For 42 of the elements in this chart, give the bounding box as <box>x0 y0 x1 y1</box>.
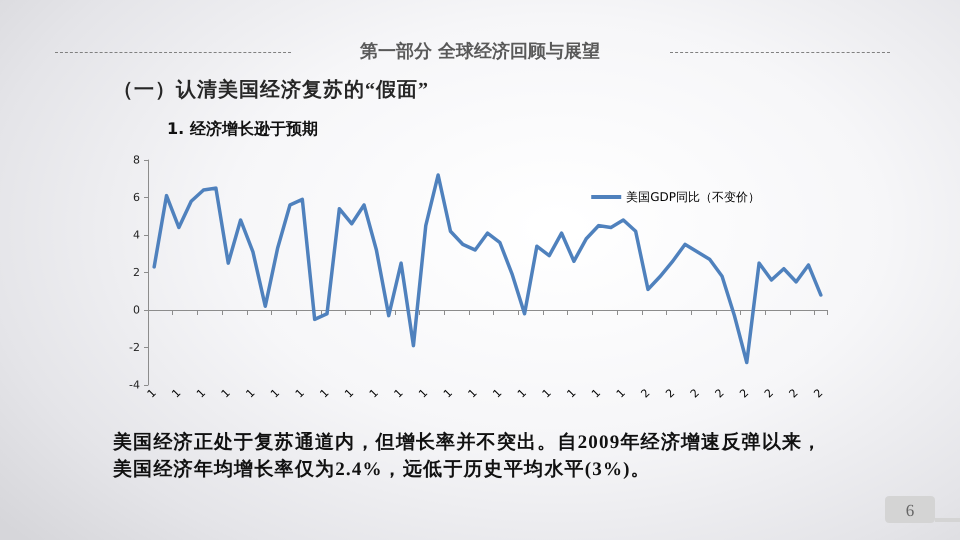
x-tick-label: 2 <box>811 386 826 401</box>
x-tick-label: 1 <box>564 386 579 401</box>
x-tick-label: 1 <box>243 386 258 401</box>
x-tick-label: 1 <box>218 386 233 401</box>
x-tick-label: 2 <box>737 386 752 401</box>
y-tick-label: -4 <box>129 378 140 392</box>
x-tick-label: 2 <box>663 386 678 401</box>
legend-label: 美国GDP同比（不变价） <box>626 190 760 204</box>
x-tick-label: 2 <box>638 386 653 401</box>
x-tick-label: 1 <box>440 386 456 401</box>
line-series <box>152 173 823 364</box>
x-tick-label: 1 <box>514 386 530 401</box>
text: 1. 经济增长逊于预期 <box>167 118 318 140</box>
chart-title: 第一部分 全球经济回顾与展望 <box>358 40 602 64</box>
y-tick-label: 0 <box>133 304 140 316</box>
x-tick-label: 1 <box>490 386 504 401</box>
x-tick-label: 2 <box>688 386 702 401</box>
x-tick-label: 1 <box>392 386 406 401</box>
x-tick-label: 2 <box>712 386 727 401</box>
x-tick-label: 1 <box>292 386 307 401</box>
y-tick-label: -2 <box>129 341 140 354</box>
x-tick-label: 1 <box>169 386 184 401</box>
y-tick-label: 6 <box>133 191 140 204</box>
x-tick-label: 1 <box>317 386 332 401</box>
x-tick-label: 1 <box>144 386 159 401</box>
x-tick-label: 1 <box>342 386 356 401</box>
x-tick-label: 1 <box>614 386 628 401</box>
x-tick-label: 1 <box>466 386 480 401</box>
x-tick-label: 2 <box>762 386 776 401</box>
x-tick-label: 1 <box>416 386 430 401</box>
x-tick-label: 2 <box>786 386 801 401</box>
text: 美国经济年均增长率仅为2.4%，远低于历史平均水平(3%)。 <box>113 457 651 482</box>
x-tick-label: 1 <box>194 386 208 401</box>
chart-subtitle: （一）认清美国经济复苏的“假面” <box>113 78 429 103</box>
text: 美国经济正处于复苏通道内，但增长率并不突出。自2009年经济增速反弹以来， <box>113 430 822 455</box>
x-tick-label: 1 <box>366 386 381 401</box>
x-tick-label: 1 <box>268 386 282 401</box>
y-tick-label: 4 <box>133 228 140 242</box>
x-tick-label: 1 <box>540 386 554 401</box>
y-tick-label: 8 <box>133 154 140 166</box>
x-tick-label: 1 <box>589 386 604 401</box>
y-tick-label: 2 <box>133 266 140 279</box>
